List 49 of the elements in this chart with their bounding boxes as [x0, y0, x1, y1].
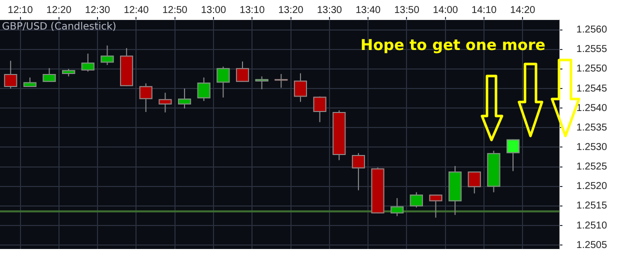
x-tick-label: 12:20	[46, 4, 72, 16]
x-tick-label: 13:10	[240, 4, 266, 16]
candlestick	[255, 76, 268, 90]
y-tick-label: 1.2515	[576, 200, 608, 212]
candlestick	[81, 53, 94, 72]
x-tick-label: 13:00	[201, 4, 226, 16]
candlestick	[274, 74, 288, 88]
candlestick	[100, 44, 114, 66]
candlestick	[42, 68, 56, 82]
candlestick	[139, 82, 152, 112]
chart-title: GBP/USD (Candlestick)	[2, 22, 116, 33]
x-tick-label: 12:50	[162, 4, 188, 16]
candlestick	[410, 192, 423, 208]
candlestick	[352, 152, 365, 191]
candlestick	[506, 138, 520, 172]
y-tick-label: 1.2510	[576, 220, 608, 232]
x-tick-label: 12:40	[124, 4, 150, 16]
candlestick	[197, 77, 210, 102]
y-tick-label: 1.2530	[576, 142, 608, 153]
y-tick-label: 1.2550	[576, 64, 608, 75]
x-tick-label: 14:00	[432, 4, 458, 16]
x-tick-label: 12:30	[85, 4, 111, 16]
x-tick-label: 13:40	[356, 4, 382, 16]
y-tick-label: 1.2540	[576, 102, 608, 114]
y-tick-label: 1.2525	[576, 162, 608, 173]
y-tick-label: 1.2555	[576, 44, 608, 56]
candlestick	[178, 88, 192, 109]
x-tick-label: 13:30	[316, 4, 342, 16]
candlestick	[236, 60, 250, 82]
x-tick-label: 13:20	[278, 4, 304, 16]
x-tick-label: 14:10	[472, 4, 497, 16]
y-tick-label: 1.2520	[576, 181, 608, 192]
candlestick	[216, 66, 230, 98]
candlestick	[158, 92, 172, 113]
candlestick	[468, 170, 481, 194]
candlestick	[390, 198, 404, 217]
candlestick	[294, 72, 307, 102]
candlestick	[4, 60, 18, 90]
x-tick-label: 14:20	[510, 4, 536, 16]
y-tick-label: 1.2545	[576, 83, 608, 94]
x-tick-label: 13:50	[394, 4, 420, 16]
annotation: Hope to get one more	[360, 36, 546, 54]
y-tick-label: 1.2560	[576, 24, 608, 36]
y-tick-label: 1.2505	[576, 240, 608, 251]
candlestick	[429, 194, 442, 218]
y-tick-label: 1.2535	[576, 122, 608, 134]
candlestick	[23, 77, 36, 88]
x-tick-label: 12:10	[8, 4, 34, 16]
candlestick	[313, 96, 326, 123]
